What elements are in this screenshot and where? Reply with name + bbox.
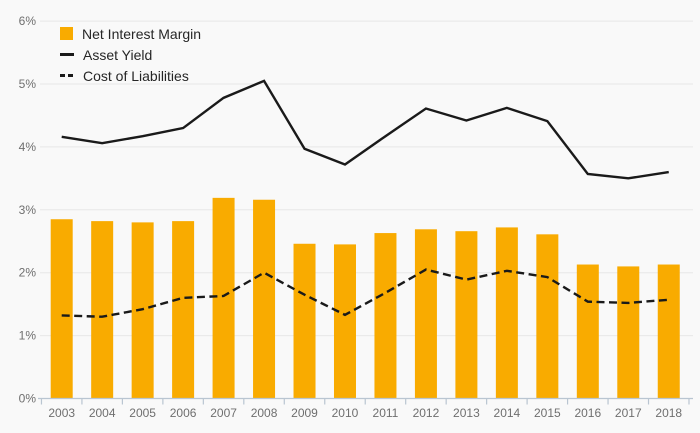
bar-2015 (536, 234, 559, 399)
x-axis-label: 2017 (615, 406, 642, 420)
y-axis-label: 0% (19, 392, 37, 406)
x-axis-label: 2004 (89, 406, 116, 420)
legend-item-cost-of-liabilities: Cost of Liabilities (60, 67, 201, 84)
cost-of-liabilities-line (61, 268, 669, 318)
bar-2011 (374, 233, 397, 399)
y-axis-label: 6% (19, 14, 37, 28)
legend-label-cost-of-liabilities: Cost of Liabilities (83, 67, 189, 84)
x-axis-label: 2009 (291, 406, 318, 420)
legend-item-asset-yield: Asset Yield (60, 46, 201, 63)
x-axis-label: 2011 (373, 406, 399, 420)
bar-2017 (617, 266, 640, 399)
legend-item-net-interest-margin: Net Interest Margin (60, 25, 202, 42)
y-axis-label: 2% (19, 266, 37, 280)
x-axis-label: 2007 (210, 406, 237, 420)
x-axis-label: 2012 (413, 406, 440, 420)
bar-2014 (495, 227, 518, 399)
bar-2005 (131, 222, 154, 399)
legend-label-net-interest-margin: Net Interest Margin (82, 25, 202, 42)
bar-2008 (253, 199, 276, 399)
bar-2006 (172, 221, 195, 399)
y-axis-label: 3% (19, 203, 37, 217)
bar-2010 (333, 244, 356, 399)
x-axis-label: 2005 (129, 406, 156, 420)
bar-2018 (657, 264, 680, 399)
bar-2013 (455, 231, 478, 399)
y-axis-label: 1% (19, 329, 37, 343)
x-axis-label: 2018 (655, 406, 682, 420)
asset-yield-line (61, 79, 669, 180)
x-axis-label: 2013 (453, 406, 480, 420)
bar-2012 (414, 229, 437, 399)
y-axis-label: 5% (19, 77, 37, 91)
bar-2004 (91, 221, 114, 399)
x-axis-label: 2003 (48, 406, 75, 420)
net-interest-margin-swatch-icon (60, 27, 73, 40)
bar-2009 (293, 243, 316, 399)
x-axis-label: 2015 (534, 406, 561, 420)
x-axis-label: 2010 (332, 406, 359, 420)
x-axis-label: 2008 (251, 406, 278, 420)
bar-2003 (50, 219, 73, 399)
x-axis-label: 2006 (170, 406, 197, 420)
x-axis-label: 2016 (574, 406, 601, 420)
chart-legend: Net Interest Margin Asset Yield Cost of … (60, 25, 202, 84)
bar-2007 (212, 197, 235, 399)
legend-label-asset-yield: Asset Yield (83, 46, 153, 63)
x-axis-label: 2014 (494, 406, 521, 420)
y-axis-label: 4% (19, 140, 37, 154)
asset-yield-line-icon (60, 53, 74, 56)
cost-of-liabilities-dash-icon (60, 74, 74, 77)
bar-2016 (576, 264, 599, 399)
